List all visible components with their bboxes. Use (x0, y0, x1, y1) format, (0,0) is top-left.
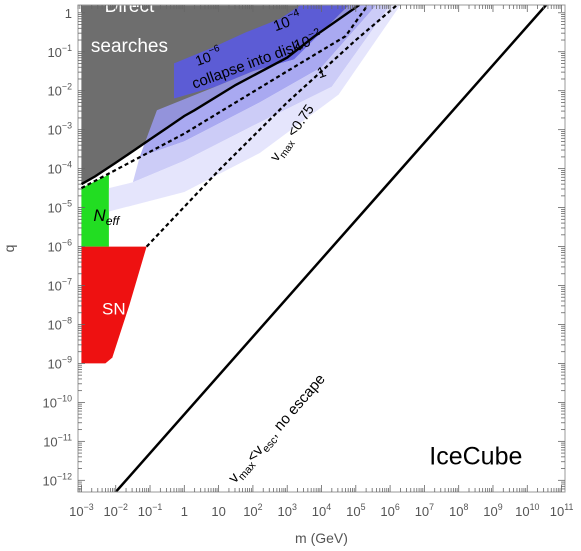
annotation-icecube: IceCube (429, 443, 522, 471)
y-tick-label: 10−10 (43, 393, 73, 410)
y-tick-label: 10−12 (43, 471, 73, 488)
annotation-vesc: vmax<vesc, no escape (225, 371, 331, 489)
x-tick-label: 107 (415, 502, 434, 519)
region-collapse-1 (108, 5, 401, 212)
x-tick-label: 1011 (550, 502, 574, 519)
x-tick-label: 109 (483, 502, 502, 519)
axis-ticks (77, 5, 565, 492)
x-tick-label: 10−1 (138, 502, 163, 519)
y-tick-label: 10−1 (47, 43, 72, 60)
x-tick-label: 10−3 (69, 502, 94, 519)
annotation-lab_1e2: 10−2 (291, 26, 325, 55)
y-tick-label: 10−6 (47, 238, 72, 255)
annotation-lab_1e4: 10−4 (270, 6, 304, 35)
y-tick-label: 10−11 (43, 432, 72, 449)
x-tick-label: 1 (181, 504, 188, 519)
annotation-lab_1e6: 10−6 (192, 43, 224, 69)
y-tick-label: 10−3 (47, 121, 72, 138)
y-tick-label: 10−2 (47, 82, 72, 99)
x-tick-label: 108 (449, 502, 468, 519)
x-axis-label: m (GeV) (295, 530, 348, 546)
x-tick-label: 106 (380, 502, 399, 519)
x-tick-label: 10 (211, 504, 225, 519)
y-tick-label: 1 (65, 6, 72, 21)
line-v-max-v-esc-no-escape (114, 5, 548, 492)
annotation-searches: searches (91, 36, 168, 57)
direct-searches-boundary (80, 5, 360, 186)
x-tick-label: 104 (312, 502, 331, 519)
region-sn (81, 246, 147, 364)
y-tick-label: 10−4 (47, 160, 72, 177)
x-tick-label: 10−2 (103, 502, 128, 519)
region-collapse-10-6 (139, 5, 377, 157)
y-tick-label: 10−7 (47, 277, 72, 294)
annotation-sn: SN (102, 300, 126, 319)
y-tick-label: 10−8 (47, 315, 72, 332)
y-tick-label: 10−5 (47, 199, 72, 216)
region-n-eff (81, 174, 109, 247)
annotation-neff: Neff (93, 206, 120, 228)
y-tick-label: 10−9 (47, 354, 72, 371)
x-tick-label: 103 (278, 502, 297, 519)
region-collapse-10-2 (132, 5, 391, 183)
line-collapse-into-disk (80, 5, 369, 190)
x-tick-label: 102 (243, 502, 262, 519)
x-tick-label: 1010 (515, 502, 539, 519)
region-collapse-10-4 (174, 5, 349, 99)
x-tick-label: 105 (346, 502, 365, 519)
y-axis-label: q (1, 245, 17, 253)
